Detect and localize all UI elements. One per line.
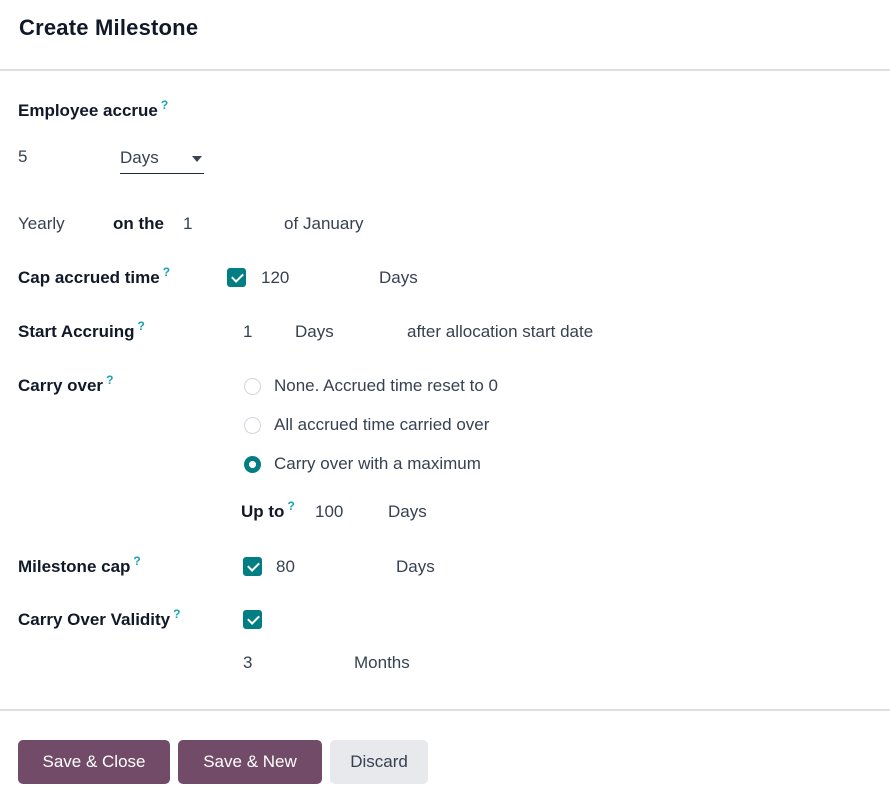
carry-over-validity-amount-input[interactable] — [243, 651, 345, 675]
carry-over-validity-label: Carry Over Validity? — [18, 608, 180, 632]
header-divider — [0, 69, 890, 71]
save-close-button[interactable]: Save & Close — [18, 740, 170, 784]
help-icon: ? — [137, 319, 145, 334]
up-to-label: Up to? — [241, 500, 295, 524]
carry-over-option-maximum-label[interactable]: Carry over with a maximum — [274, 454, 481, 473]
frequency-month-select[interactable]: January — [303, 214, 364, 233]
milestone-cap-unit-select[interactable]: Days — [396, 557, 435, 576]
cap-accrued-time-label: Cap accrued time? — [18, 266, 170, 290]
help-icon: ? — [162, 265, 171, 280]
carry-over-radio-maximum[interactable] — [244, 456, 261, 473]
milestone-cap-label-text: Milestone cap — [18, 557, 131, 576]
cap-accrued-time-unit-select[interactable]: Days — [379, 268, 418, 287]
help-icon: ? — [106, 373, 114, 388]
employee-accrue-label: Employee accrue? — [18, 99, 168, 123]
caret-down-icon — [192, 156, 202, 162]
milestone-cap-checkbox[interactable] — [243, 557, 262, 576]
cap-accrued-time-label-text: Cap accrued time — [18, 268, 160, 287]
start-accruing-label-text: Start Accruing — [18, 322, 135, 341]
frequency-select[interactable]: Yearly — [18, 214, 65, 233]
cap-accrued-time-checkbox[interactable] — [227, 268, 246, 287]
carry-over-option-all-label[interactable]: All accrued time carried over — [274, 415, 490, 434]
help-icon: ? — [287, 499, 295, 514]
carry-over-validity-unit-select[interactable]: Months — [354, 653, 410, 672]
employee-accrue-unit-select[interactable]: Days — [120, 146, 204, 174]
start-accruing-amount-input[interactable] — [243, 320, 287, 344]
discard-button[interactable]: Discard — [330, 740, 428, 784]
start-accruing-suffix: after allocation start date — [407, 322, 594, 341]
frequency-day-input[interactable] — [183, 212, 273, 236]
of-label: of — [284, 214, 299, 233]
carry-over-radio-all[interactable] — [244, 417, 261, 434]
footer-divider — [0, 709, 890, 711]
milestone-cap-amount-input[interactable] — [276, 555, 388, 579]
carry-over-label: Carry over? — [18, 374, 113, 398]
carry-over-radio-none[interactable] — [244, 378, 261, 395]
carry-over-label-text: Carry over — [18, 376, 104, 395]
employee-accrue-amount-input[interactable] — [18, 145, 110, 169]
up-to-unit-select[interactable]: Days — [388, 502, 427, 521]
carry-over-validity-label-text: Carry Over Validity — [18, 610, 171, 629]
start-accruing-label: Start Accruing? — [18, 320, 145, 344]
cap-accrued-time-amount-input[interactable] — [261, 266, 371, 290]
employee-accrue-label-text: Employee accrue — [18, 101, 158, 120]
employee-accrue-unit-value: Days — [120, 148, 159, 167]
up-to-label-text: Up to — [241, 502, 285, 521]
on-the-label: on the — [113, 214, 164, 233]
dialog-title: Create Milestone — [19, 15, 199, 40]
start-accruing-unit-select[interactable]: Days — [295, 322, 334, 341]
milestone-cap-label: Milestone cap? — [18, 555, 141, 579]
carry-over-option-none-label[interactable]: None. Accrued time reset to 0 — [274, 376, 498, 395]
up-to-amount-input[interactable] — [315, 500, 379, 524]
help-icon: ? — [160, 98, 169, 113]
help-icon: ? — [173, 607, 181, 622]
carry-over-validity-checkbox[interactable] — [243, 610, 262, 629]
help-icon: ? — [133, 554, 141, 569]
save-new-button[interactable]: Save & New — [178, 740, 322, 784]
